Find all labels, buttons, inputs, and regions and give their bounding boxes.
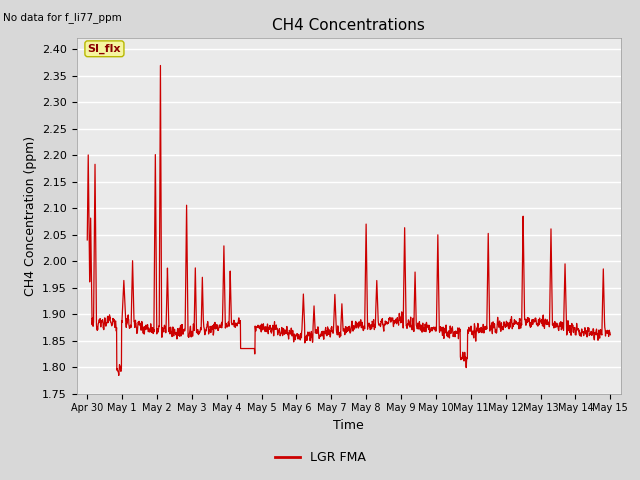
Text: No data for f_li77_ppm: No data for f_li77_ppm bbox=[3, 12, 122, 23]
X-axis label: Time: Time bbox=[333, 419, 364, 432]
Text: SI_flx: SI_flx bbox=[88, 44, 121, 54]
Title: CH4 Concentrations: CH4 Concentrations bbox=[273, 18, 425, 33]
Legend: LGR FMA: LGR FMA bbox=[269, 446, 371, 469]
Y-axis label: CH4 Concentration (ppm): CH4 Concentration (ppm) bbox=[24, 136, 36, 296]
